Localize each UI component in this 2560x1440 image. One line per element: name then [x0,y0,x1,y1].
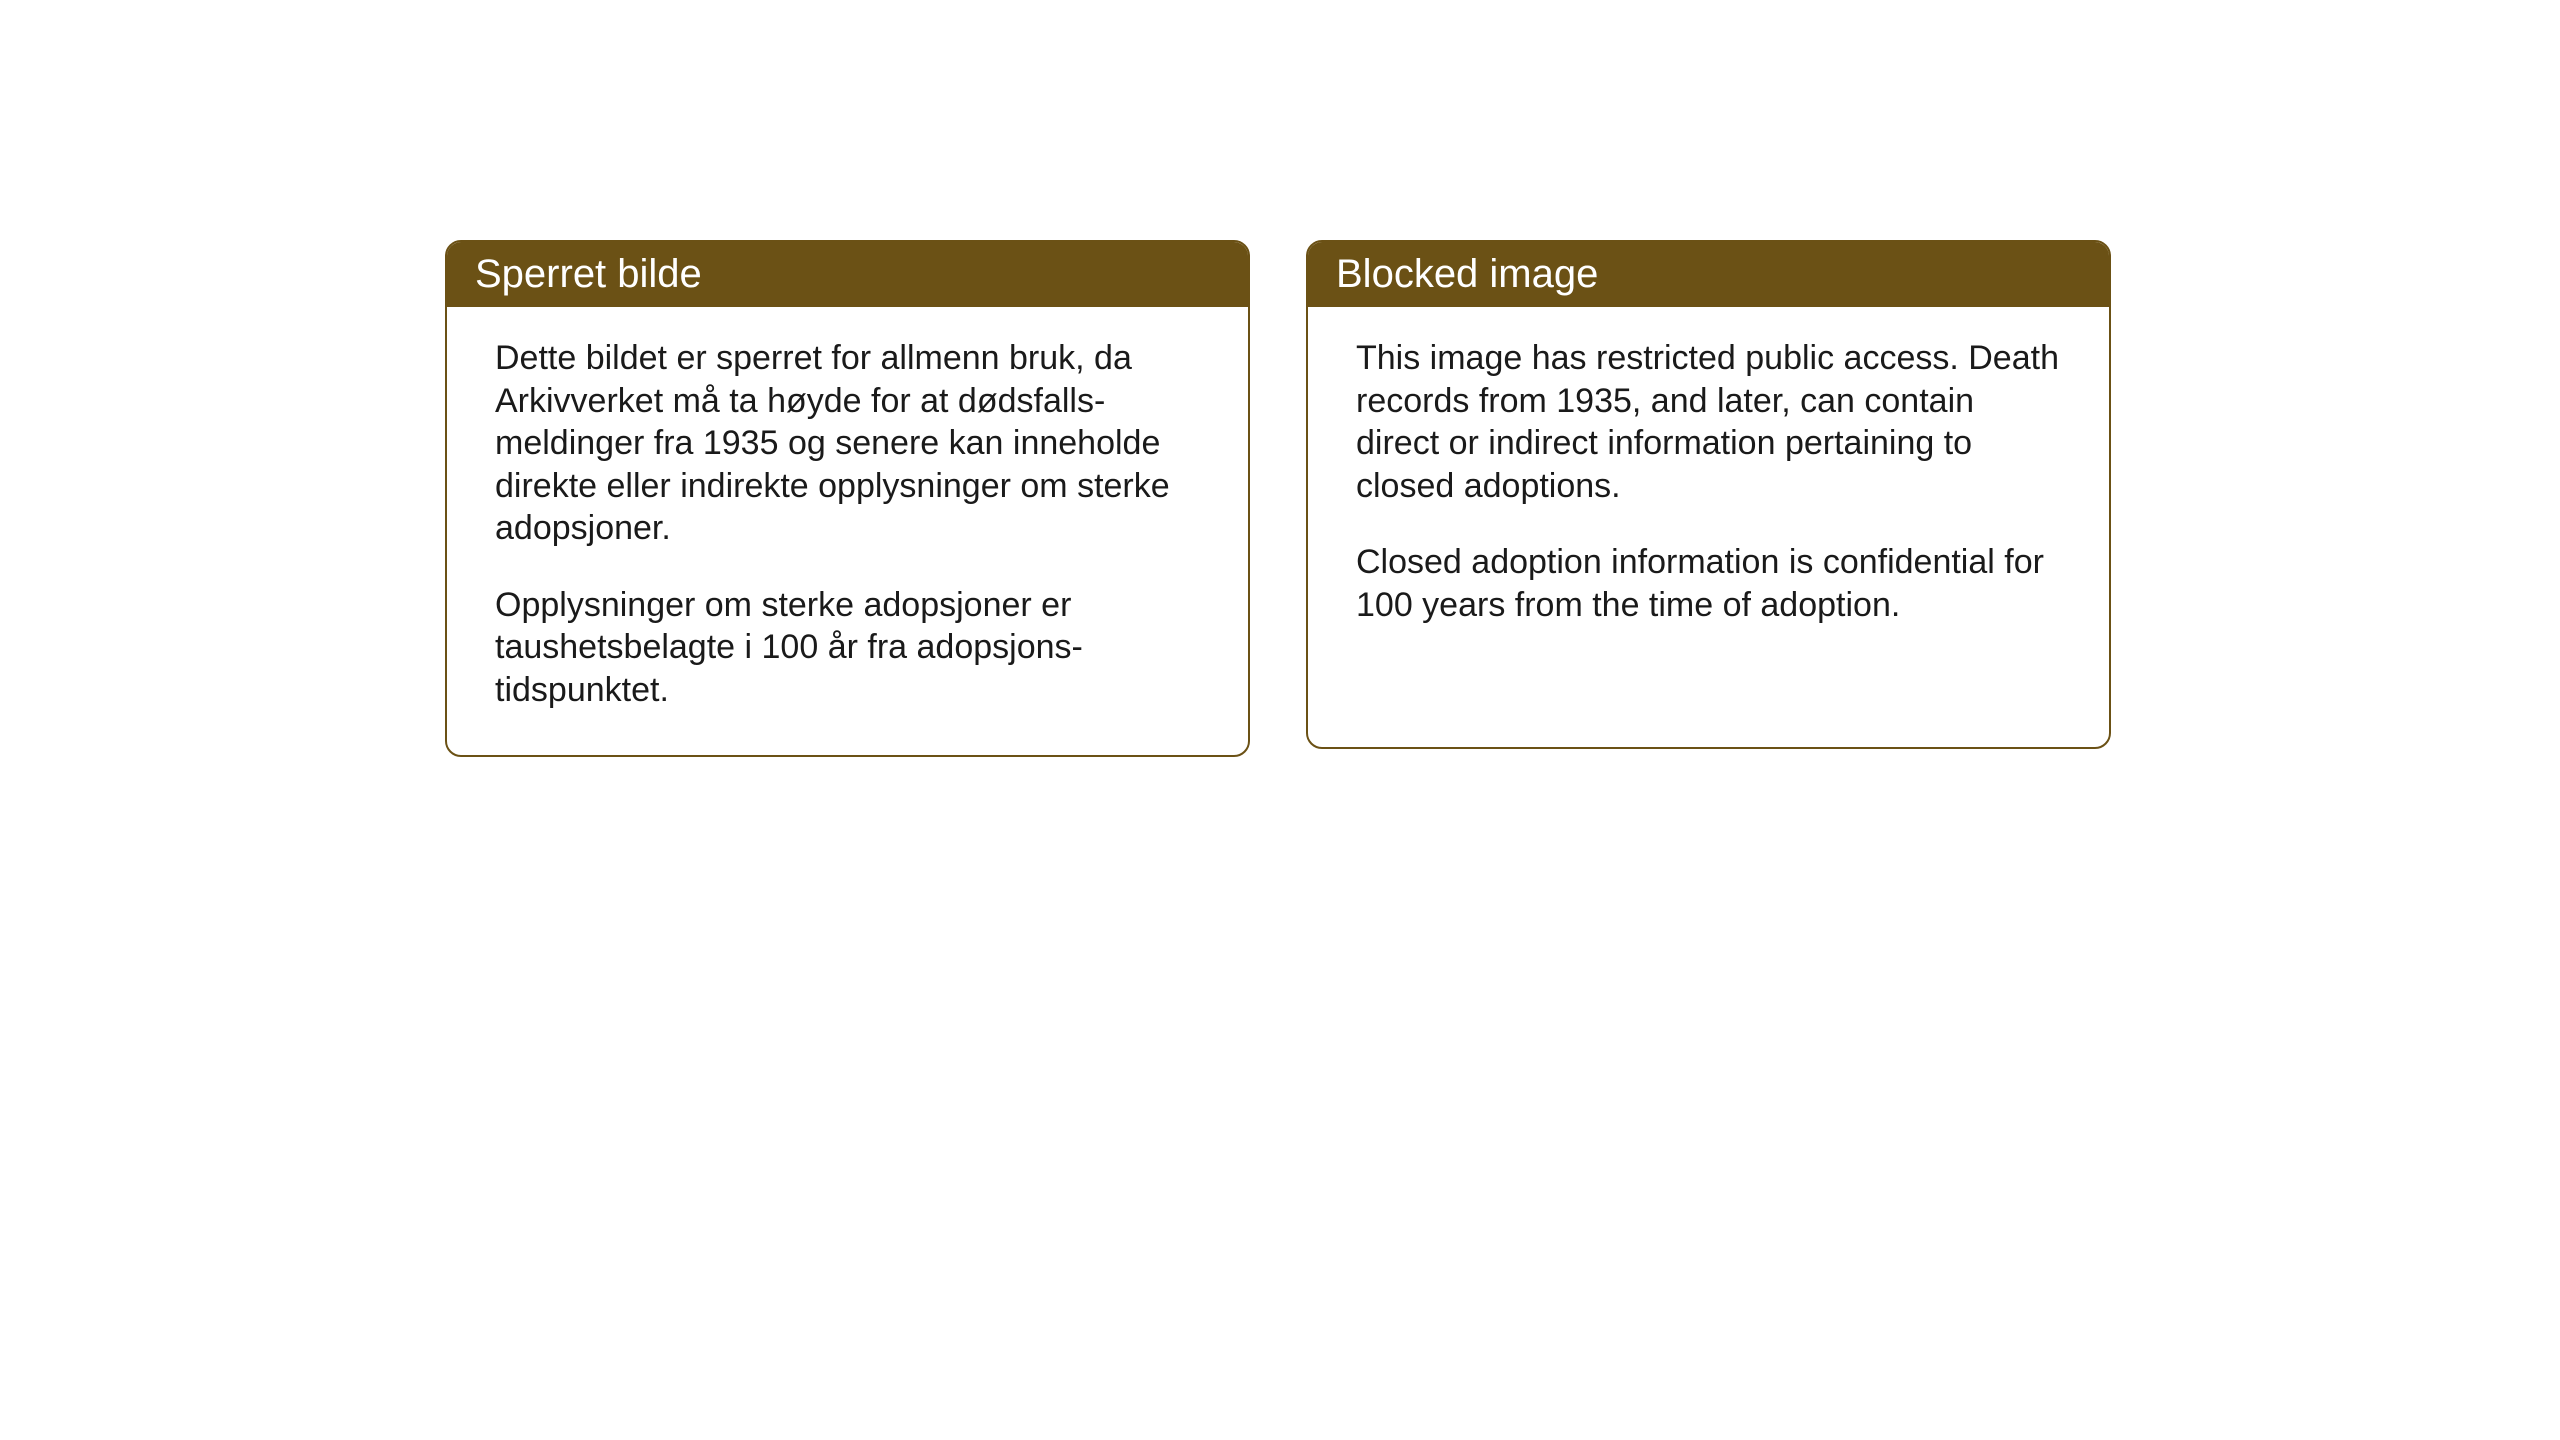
card-header-english: Blocked image [1308,242,2109,307]
card-title: Blocked image [1336,252,1598,296]
card-paragraph: This image has restricted public access.… [1356,337,2061,507]
card-body-norwegian: Dette bildet er sperret for allmenn bruk… [447,307,1248,755]
card-header-norwegian: Sperret bilde [447,242,1248,307]
card-body-english: This image has restricted public access.… [1308,307,2109,670]
notice-cards-container: Sperret bilde Dette bildet er sperret fo… [0,0,2560,757]
card-paragraph: Closed adoption information is confident… [1356,541,2061,626]
card-title: Sperret bilde [475,252,702,296]
card-paragraph: Opplysninger om sterke adopsjoner er tau… [495,584,1200,712]
notice-card-norwegian: Sperret bilde Dette bildet er sperret fo… [445,240,1250,757]
notice-card-english: Blocked image This image has restricted … [1306,240,2111,749]
card-paragraph: Dette bildet er sperret for allmenn bruk… [495,337,1200,550]
